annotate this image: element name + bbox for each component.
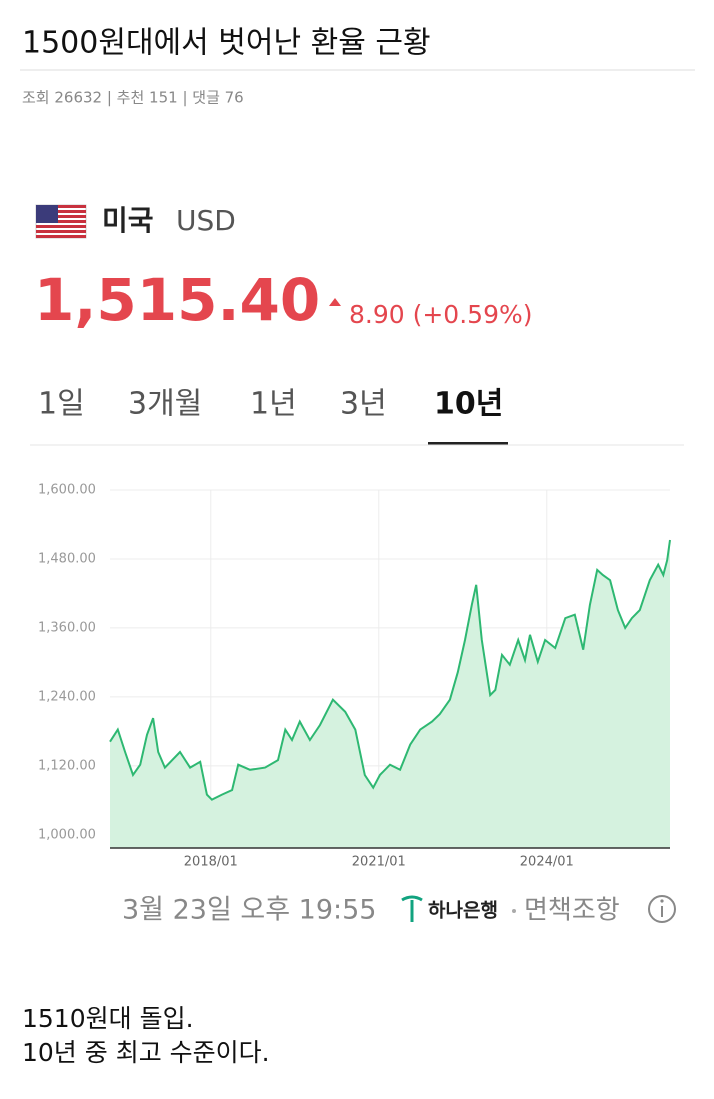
- post-meta: 조회 26632 | 추천 151 | 댓글 76: [22, 89, 244, 107]
- tabs: 1일 3개월 1년 3년 10년: [38, 387, 508, 445]
- y-tick-label: 1,000.00: [38, 827, 96, 842]
- timestamp: 3월 23일 오후 19:55: [122, 895, 376, 926]
- tab[interactable]: 3개월: [128, 387, 202, 422]
- y-tick-label: 1,360.00: [38, 620, 96, 635]
- currency: USD: [176, 204, 236, 237]
- body-line: 10년 중 최고 수준이다.: [22, 1038, 270, 1067]
- line: [109, 539, 671, 801]
- y-tick-label: 1,240.00: [38, 689, 96, 704]
- disclaimer[interactable]: 면책조항: [524, 896, 620, 926]
- chart: 1,000.00 1,120.00 1,240.00 1,360.00 1,480.00…: [38, 483, 671, 870]
- x-tick-label: 2024/01: [520, 855, 574, 870]
- tab[interactable]: 3년: [340, 387, 387, 422]
- up-arrow: [329, 298, 341, 306]
- x-tick-label: 2021/01: [352, 855, 406, 870]
- tab-underline: [428, 442, 508, 445]
- tab[interactable]: 1년: [250, 387, 297, 422]
- body-line: 1510원대 돌입.: [22, 1004, 194, 1033]
- us-flag: [35, 204, 87, 239]
- tab[interactable]: 1일: [38, 387, 85, 422]
- x-tick-label: 2018/01: [184, 855, 238, 870]
- y-tick-label: 1,600.00: [38, 483, 96, 498]
- tab[interactable]: 10년: [434, 387, 503, 422]
- y-tick-label: 1,480.00: [38, 551, 96, 566]
- change: 8.90 (+0.59%): [349, 300, 532, 329]
- bank: 하나은행: [428, 900, 498, 922]
- country: 미국: [102, 204, 154, 237]
- area: [110, 540, 670, 848]
- y-tick-label: 1,120.00: [38, 758, 96, 773]
- rate: 1,515.40: [34, 266, 320, 334]
- bank-logo: [401, 895, 423, 922]
- dot: [512, 909, 516, 913]
- info-icon[interactable]: [648, 895, 676, 923]
- post-title: 1500원대에서 벗어난 환율 근황: [22, 26, 431, 61]
